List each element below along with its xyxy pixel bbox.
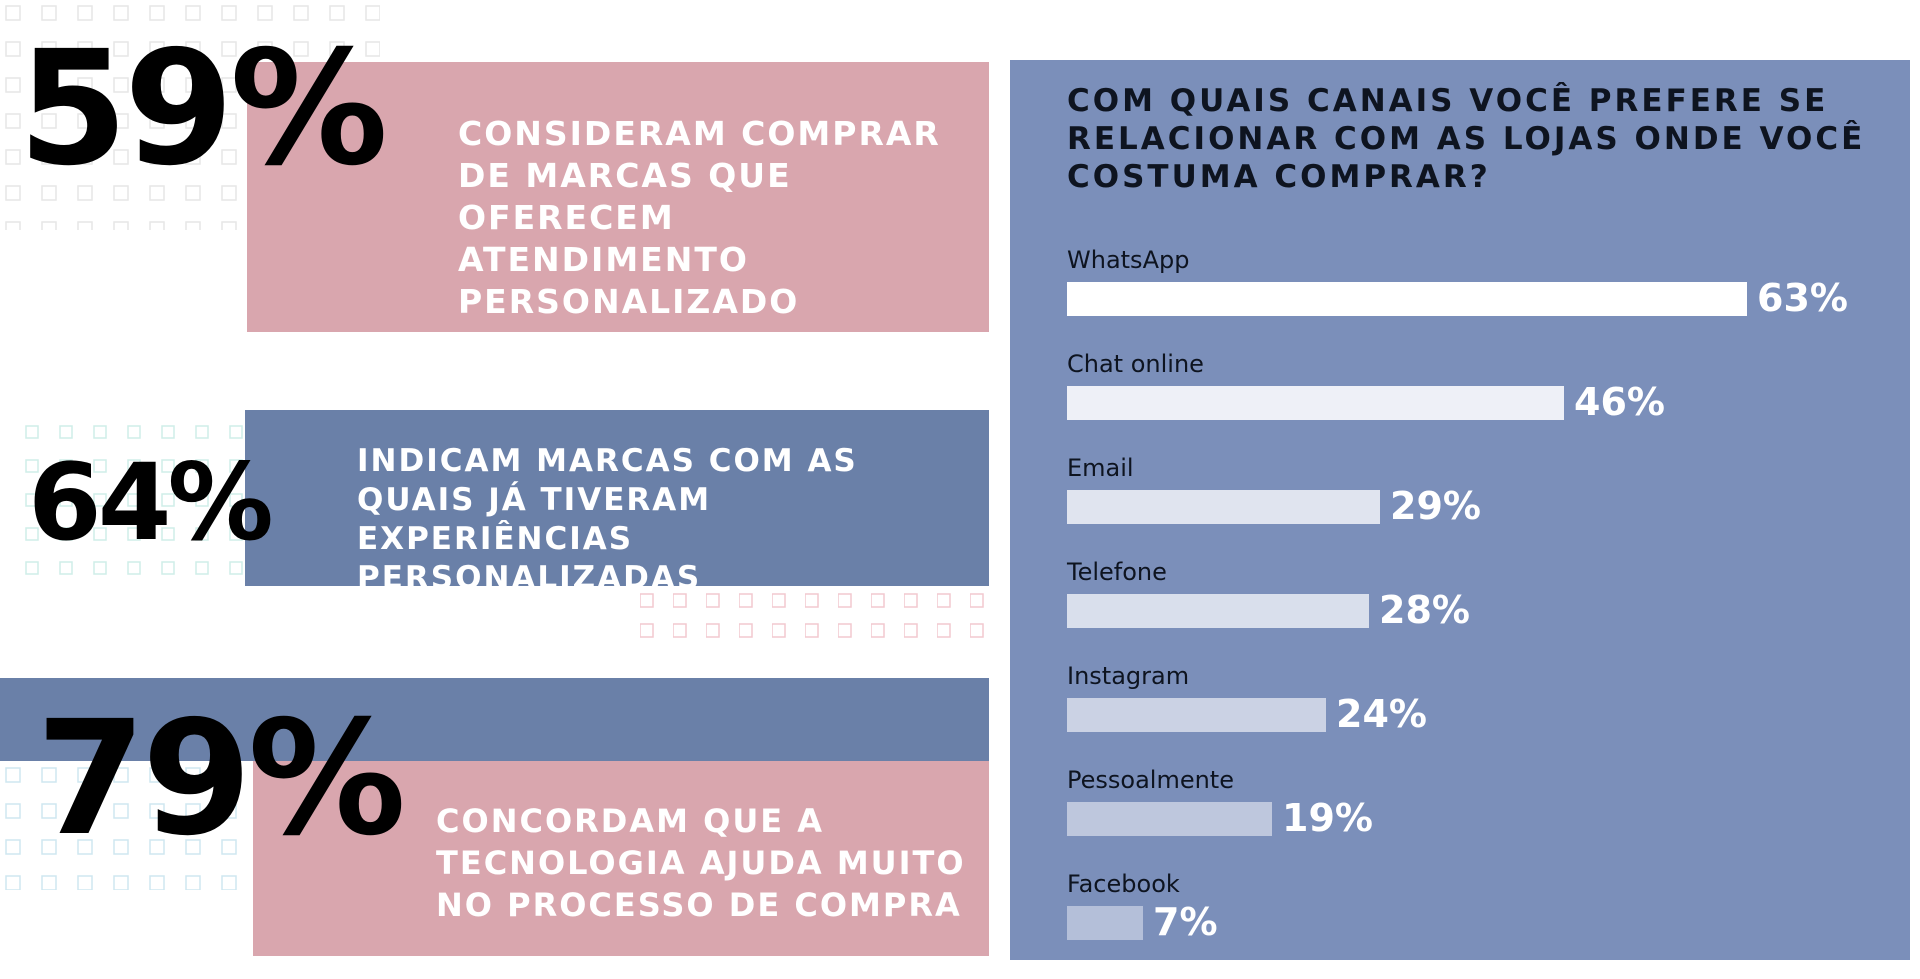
stat-2-card <box>245 410 989 586</box>
bar-label: Chat online <box>1067 350 1204 378</box>
bar-value-label: 63% <box>1757 276 1848 320</box>
bar-label: WhatsApp <box>1067 246 1190 274</box>
bar <box>1067 802 1272 836</box>
dot-grid-pattern <box>640 592 995 642</box>
stat-3-card <box>253 761 989 956</box>
chart-title: Com quais canais você prefere se relacio… <box>1067 83 1866 195</box>
stat-1-value: 59% <box>18 17 388 201</box>
bar-value-label: 46% <box>1574 380 1665 424</box>
stat-1-card <box>247 62 989 332</box>
bar-value-label: 7% <box>1153 900 1218 944</box>
bar <box>1067 282 1747 316</box>
bar-value-label: 28% <box>1379 588 1470 632</box>
bar-value-label: 19% <box>1282 796 1373 840</box>
bar-label: Email <box>1067 454 1134 482</box>
bar <box>1067 698 1326 732</box>
stat-2-text: Indicam marcas com as quais já tiveram e… <box>357 443 858 596</box>
stat-3-value: 79% <box>36 687 406 871</box>
bar-label: Pessoalmente <box>1067 766 1234 794</box>
bar <box>1067 386 1564 420</box>
stat-3-text: Concordam que a tecnologia ajuda muito n… <box>436 802 966 924</box>
bar-label: Facebook <box>1067 870 1180 898</box>
bar <box>1067 490 1380 524</box>
stat-2-value: 64% <box>28 441 274 564</box>
bar <box>1067 594 1369 628</box>
chart-panel: Com quais canais você prefere se relacio… <box>1010 60 1910 960</box>
bar-label: Telefone <box>1067 558 1167 586</box>
stat-1-text: Consideram comprar de marcas que oferece… <box>458 114 941 321</box>
bar-value-label: 24% <box>1336 692 1427 736</box>
stat-3-band <box>0 678 989 761</box>
bar <box>1067 906 1143 940</box>
bar-value-label: 29% <box>1390 484 1481 528</box>
bar-label: Instagram <box>1067 662 1190 690</box>
